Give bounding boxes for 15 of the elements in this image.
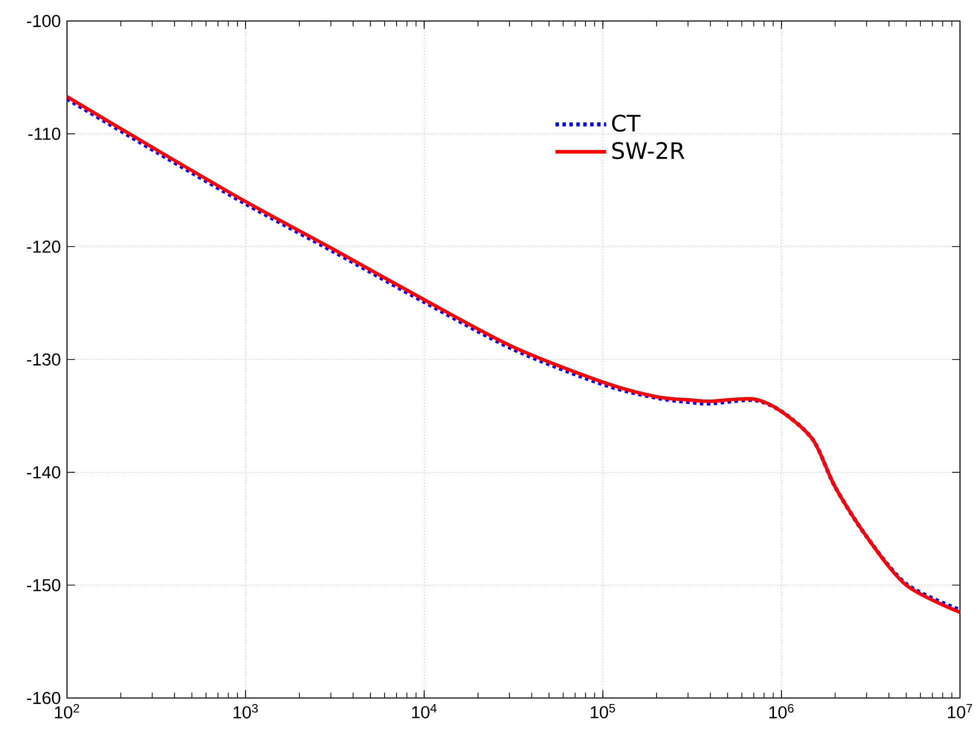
y-tick-label: -110 — [28, 128, 60, 140]
y-tick-label: -140 — [27, 466, 60, 478]
x-tick-label: 10$^{5}$ — [590, 704, 615, 718]
y-tick-label: -130 — [27, 353, 60, 366]
x-tick-label: 10$^{4}$ — [412, 704, 437, 718]
x-tick-label: 10$^{2}$ — [54, 704, 80, 718]
y-tick-label: -160 — [27, 692, 60, 704]
x-tick-label: 10$^{7}$ — [948, 704, 972, 718]
x-tick-label: 10$^{3}$ — [234, 704, 258, 718]
y-tick-label: -120 — [27, 240, 60, 253]
legend-label: CT — [612, 114, 641, 132]
legend-label: SW-2R — [612, 142, 684, 160]
y-tick-label: -150 — [27, 579, 60, 592]
y-tick-label: -100 — [27, 14, 60, 28]
x-tick-label: 10$^{6}$ — [769, 704, 794, 718]
